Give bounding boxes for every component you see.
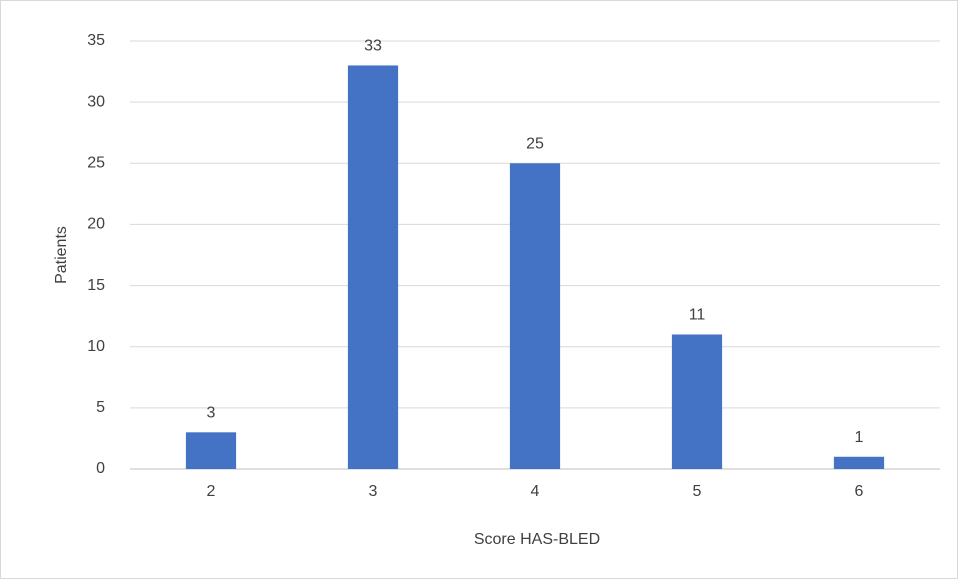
data-label: 33 (364, 38, 382, 55)
data-label: 1 (855, 429, 864, 446)
bar (347, 65, 399, 469)
y-tick-label: 35 (87, 32, 105, 49)
x-tick-label: 4 (531, 483, 540, 500)
x-tick-label: 5 (693, 483, 702, 500)
data-label: 25 (526, 136, 544, 153)
y-tick-label: 15 (87, 277, 105, 294)
x-axis-title: Score HAS-BLED (474, 531, 600, 548)
y-tick-label: 20 (87, 216, 105, 233)
bar (509, 163, 561, 470)
y-axis-title: Patients (53, 226, 70, 284)
data-label: 11 (689, 307, 706, 324)
bar (185, 432, 237, 469)
y-tick-label: 25 (87, 155, 105, 172)
y-tick-label: 5 (96, 399, 105, 416)
y-tick-label: 0 (96, 460, 105, 477)
y-tick-label: 10 (87, 338, 105, 355)
x-tick-label: 3 (369, 483, 378, 500)
y-tick-label: 30 (87, 93, 105, 110)
bar (671, 334, 723, 469)
bar (833, 456, 885, 469)
x-tick-label: 2 (207, 483, 216, 500)
x-tick-label: 6 (855, 483, 864, 500)
data-label: 3 (207, 405, 216, 422)
